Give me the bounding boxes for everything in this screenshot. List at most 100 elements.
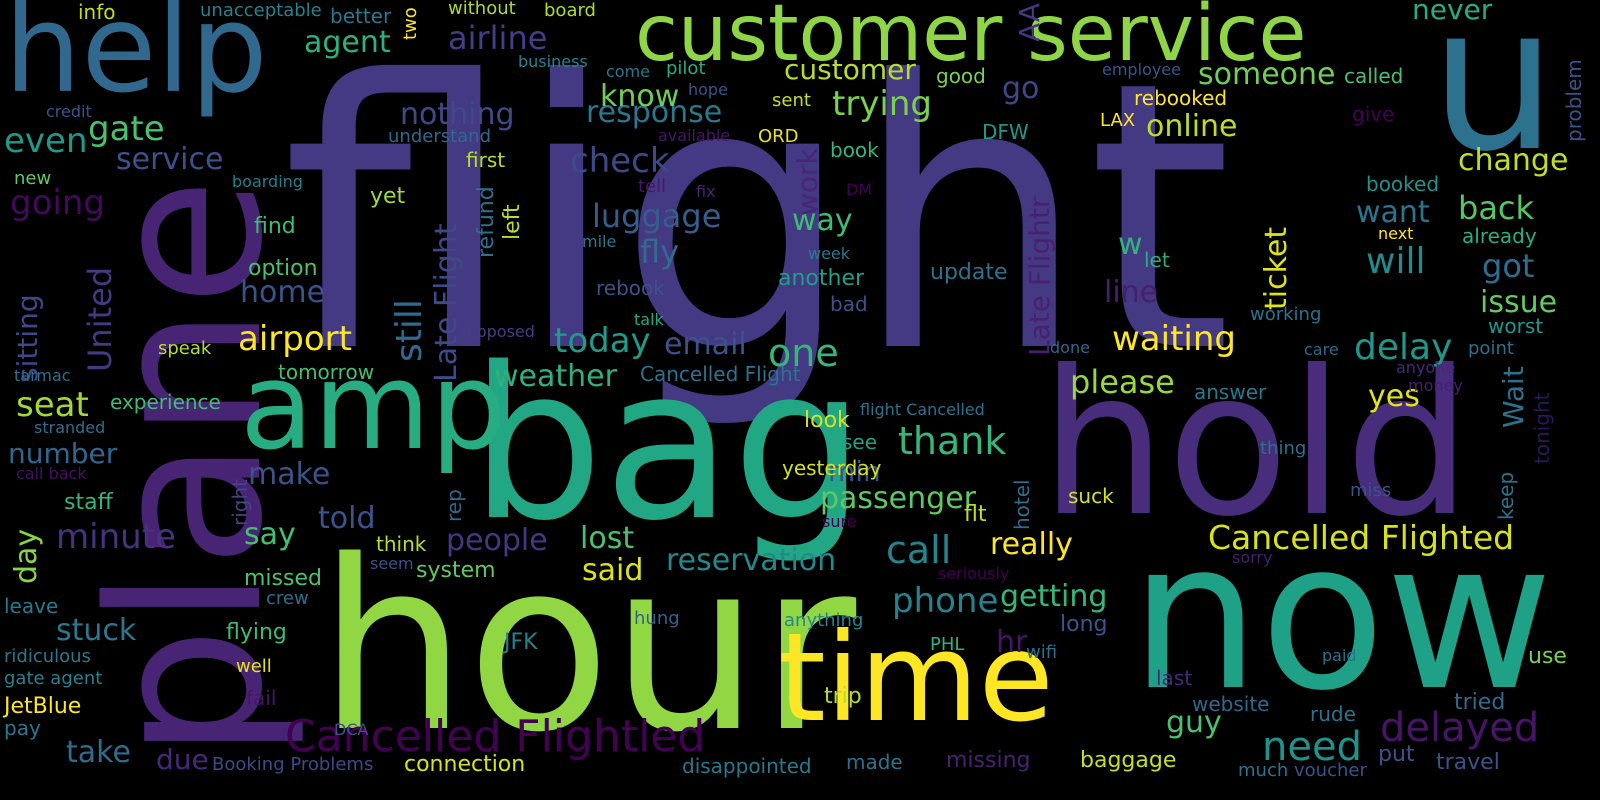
word: update [930,260,1008,285]
word: email [664,327,747,362]
word: info [78,0,116,24]
word: credit [46,102,92,121]
word: go [1002,71,1040,106]
word: yes [1368,379,1420,414]
word: Cancelled Flight [640,362,801,386]
word: minute [56,517,176,557]
word: call [886,528,952,572]
word: check [570,141,670,181]
word: call back [16,464,87,483]
word: JetBlue [4,694,82,719]
word: delayed [1380,705,1540,751]
word: see [842,430,878,454]
word: staff [64,490,113,515]
word: boarding [232,172,303,191]
word: guy [1166,705,1222,740]
word: rebooked [1134,86,1228,110]
word: today [554,321,651,361]
word: said [582,553,644,588]
word: week [808,244,851,263]
word: United [81,266,119,372]
word: way [792,203,853,238]
word: point [1468,338,1514,359]
word: done [1050,338,1090,357]
word: unacceptable [200,0,322,21]
word: baggage [1080,748,1177,773]
word: home [240,275,326,310]
word: please [1070,363,1175,401]
word: gate agent [4,668,103,689]
word: number [8,437,118,470]
word: ORD [758,126,799,147]
word: need [1262,724,1362,770]
word: pay [4,716,41,740]
word: work [791,148,824,216]
word: good [936,64,986,88]
word: phone [892,581,999,621]
word: tomorrow [278,360,375,384]
word: think [376,532,427,556]
word: DM [846,180,873,199]
word: weather [494,359,617,394]
word: say [244,517,296,552]
word: gate [88,109,165,149]
word: told [318,501,376,536]
word: problem [1562,59,1586,142]
word: thank [898,419,1007,463]
word: customer [784,53,916,86]
word: travel [1436,750,1500,775]
word: airport [238,319,352,359]
word: trying [832,84,933,124]
word: PHL [930,634,965,655]
word: ridiculous [4,646,91,667]
word: hour [318,511,857,784]
word: response [586,95,723,130]
word: suck [1068,484,1114,508]
word: AA [1013,2,1046,42]
word: already [1462,224,1537,248]
word: stranded [34,418,106,437]
word: will [1366,241,1426,282]
word: fly [640,233,680,271]
word: issue [1480,285,1558,320]
word: let [1144,248,1170,272]
word: find [254,214,296,239]
word: online [1146,109,1238,144]
word: well [236,656,272,677]
word: crew [266,588,309,609]
word: rep [442,489,466,522]
word: worst [1488,314,1544,338]
word: service [116,142,224,177]
word: one [768,331,839,375]
word: available [658,126,731,145]
word: miss [1350,480,1392,501]
word: never [1412,0,1493,26]
word: paid [1322,646,1357,665]
word: going [10,183,105,223]
word: delay [1354,327,1453,368]
word: voucher [1294,760,1367,781]
word: keep [1494,471,1518,520]
word: leave [4,594,59,618]
word: luggage [592,197,722,235]
word: Cancelled Flighted [1208,518,1515,557]
word: change [1458,143,1569,178]
word: wifi [1026,642,1058,663]
word: got [1482,247,1535,285]
word: seat [16,385,89,425]
word: sure [822,512,857,531]
word: thing [1260,438,1307,459]
word: flt [964,502,987,527]
word: come [606,62,651,81]
word: stuck [56,613,137,648]
word: called [1344,64,1404,88]
word: trip [824,684,862,709]
word: lost [580,521,635,556]
word: due [156,743,209,776]
word: seem [370,554,414,573]
word: amp [240,338,507,477]
word: Wait [1497,366,1530,428]
word: next [1378,224,1414,243]
word: tried [1454,690,1506,715]
word: give [1352,102,1395,126]
